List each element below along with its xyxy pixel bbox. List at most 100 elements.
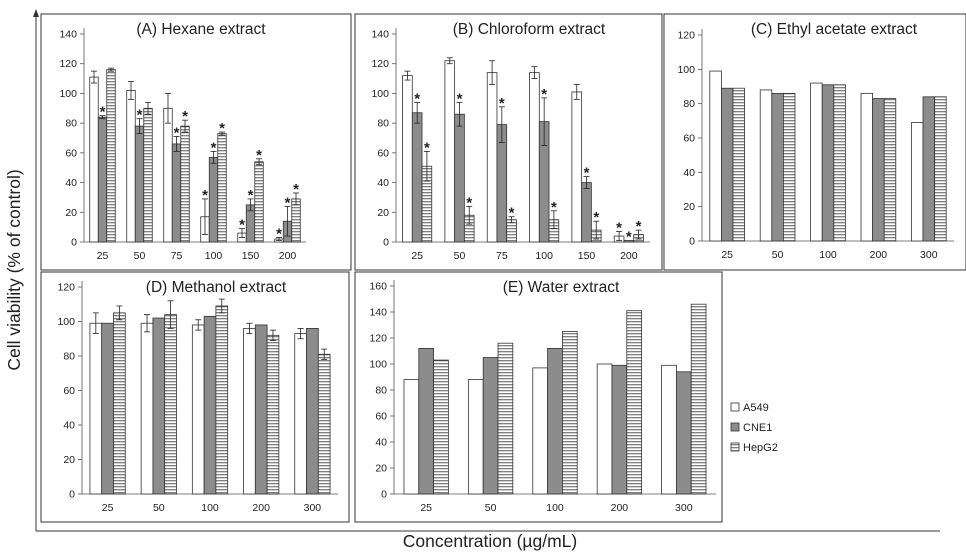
panel-b-bar-a549-100 <box>529 72 540 243</box>
figure-x-axis-title: Concentration (µg/mL) <box>403 531 577 551</box>
figure-y-axis-title: Cell viability (% of control) <box>4 169 24 370</box>
panel-e-bar-a549-25 <box>403 379 420 495</box>
panel-a-significance-star: * <box>293 181 299 198</box>
panel-b-ytick-label: 100 <box>371 88 389 100</box>
panel-d-bar-cne1-200 <box>254 324 268 495</box>
panel-c-bar-hepg2-300 <box>934 96 947 242</box>
panel-b: 0 20 40 60 80 100 120 140 (B) Chloroform extract… <box>354 13 663 271</box>
panel-a: 0 20 40 60 80 100 120 140 (A) Hexane extract 25 * 5… <box>40 13 352 271</box>
legend-swatch-a549 <box>730 402 740 412</box>
panel-d-bar-a549-100 <box>191 324 205 495</box>
panel-d-frame <box>40 271 350 523</box>
legend-label-hepg2: HepG2 <box>743 442 778 454</box>
panel-c-bar-a549-100 <box>810 82 823 242</box>
panel-d-xtick-label: 50 <box>153 502 165 514</box>
panel-e-bar-hepg2-25 <box>433 359 449 495</box>
panel-d-ytick-label: 60 <box>63 385 75 397</box>
panel-a-significance-star: * <box>248 187 254 204</box>
panel-e-ytick-label: 100 <box>369 359 387 371</box>
panel-b-significance-star: * <box>466 194 472 211</box>
panel-a-bar-hepg2-100 <box>217 133 227 243</box>
panel-e-ytick-label: 160 <box>369 281 387 293</box>
panel-c-bar-hepg2-200 <box>883 98 897 242</box>
panel-b-bar-a549-50 <box>444 60 456 243</box>
panel-b-bar-a549-75 <box>486 72 498 243</box>
panel-c-xtick-label: 100 <box>819 249 837 261</box>
panel-c-xtick-label: 25 <box>721 249 733 261</box>
panel-c-xtick-label: 50 <box>772 249 784 261</box>
panel-a-significance-star: * <box>202 187 208 204</box>
panel-b-significance-star: * <box>457 90 463 107</box>
panel-e-bar-cne1-50 <box>482 357 499 495</box>
panel-d-bar-a549-300 <box>294 333 307 495</box>
panel-b-xtick-label: 150 <box>578 250 596 262</box>
panel-a-significance-star: * <box>211 139 217 156</box>
panel-b-title: (B) Chloroform extract <box>453 21 606 38</box>
panel-a-bar-hepg2-50 <box>143 107 153 243</box>
panel-d-bar-a549-25 <box>89 322 103 495</box>
panel-a-title: (A) Hexane extract <box>136 21 266 38</box>
panel-e-ytick-label: 40 <box>375 437 387 449</box>
panel-e-bar-a549-300 <box>661 364 677 495</box>
panel-c-ytick-label: 20 <box>683 201 695 213</box>
panel-e-frame <box>354 271 723 523</box>
panel-b-ytick-label: 60 <box>377 147 389 159</box>
panel-a-bar-cne1-75 <box>171 143 182 243</box>
panel-b-xtick-label: 25 <box>411 250 423 262</box>
panel-c-ytick-label: 60 <box>683 133 695 145</box>
panel-c-bar-a549-200 <box>860 92 874 242</box>
panel-e-bar-hepg2-50 <box>497 342 514 495</box>
panel-e-bar-hepg2-100 <box>562 331 578 495</box>
panel-c-ytick-label: 120 <box>677 30 695 42</box>
panel-c-bar-cne1-200 <box>872 98 885 242</box>
panel-b-ytick-label: 140 <box>371 29 389 41</box>
panel-b-xtick-label: 200 <box>620 250 638 262</box>
panel-e-bar-hepg2-300 <box>690 303 707 495</box>
panel-d-bar-hepg2-50 <box>164 314 177 495</box>
panel-a-ytick-label: 140 <box>59 29 77 41</box>
panel-c-bar-cne1-25 <box>721 87 734 242</box>
panel-e-xtick-label: 300 <box>675 502 693 514</box>
panel-b-bar-cne1-50 <box>454 113 465 243</box>
panel-c-bar-hepg2-100 <box>833 84 846 242</box>
panel-a-significance-star: * <box>276 226 282 243</box>
panel-b-frame <box>354 13 663 271</box>
panel-c-bar-a549-50 <box>759 89 773 242</box>
panel-b-xtick-label: 100 <box>535 250 553 262</box>
panel-d-ytick-label: 120 <box>57 282 75 294</box>
panel-a-bar-cne1-25 <box>97 116 108 243</box>
panel-b-bar-cne1-25 <box>411 112 423 243</box>
panel-e-bar-a549-100 <box>532 367 548 495</box>
panel-b-significance-star: * <box>584 165 590 182</box>
legend-label-cne1: CNE1 <box>743 422 772 434</box>
panel-b-significance-star: * <box>424 139 430 156</box>
panel-d-bar-hepg2-25 <box>113 312 126 495</box>
panel-e-ytick-label: 0 <box>381 489 387 501</box>
panel-b-ytick-label: 80 <box>377 118 389 130</box>
panel-a-significance-star: * <box>285 194 291 211</box>
panel-c: 0 20 40 60 80 100 120 (C) Ethyl acetate extract… <box>663 13 966 271</box>
panel-e-bar-cne1-25 <box>418 347 435 495</box>
panel-d-bar-a549-200 <box>243 327 256 495</box>
panel-d-bar-cne1-50 <box>152 317 166 495</box>
panel-e-ytick-label: 80 <box>375 385 387 397</box>
panel-b-significance-star: * <box>636 218 642 235</box>
panel-a-significance-star: * <box>137 107 143 124</box>
panel-b-ytick-label: 40 <box>377 177 389 189</box>
panel-d-bar-hepg2-300 <box>317 353 331 495</box>
panel-b-bar-a549-150 <box>571 91 583 243</box>
panel-a-bar-a549-75 <box>163 107 173 243</box>
panel-b-xtick-label: 75 <box>496 250 508 262</box>
panel-a-xtick-label: 50 <box>134 250 146 262</box>
panel-d-ytick-label: 80 <box>63 351 75 363</box>
panel-a-frame <box>40 13 352 271</box>
panel-d-xtick-label: 25 <box>102 502 114 514</box>
panel-c-frame <box>663 13 966 271</box>
panel-b-xtick-label: 50 <box>454 250 466 262</box>
panel-b-significance-star: * <box>626 229 632 246</box>
panel-d-xtick-label: 100 <box>201 502 219 514</box>
legend-swatch-hepg2 <box>730 442 740 452</box>
panel-a-bar-cne1-100 <box>208 156 219 243</box>
panel-e-xtick-label: 100 <box>546 502 564 514</box>
panel-a-significance-star: * <box>256 147 262 164</box>
